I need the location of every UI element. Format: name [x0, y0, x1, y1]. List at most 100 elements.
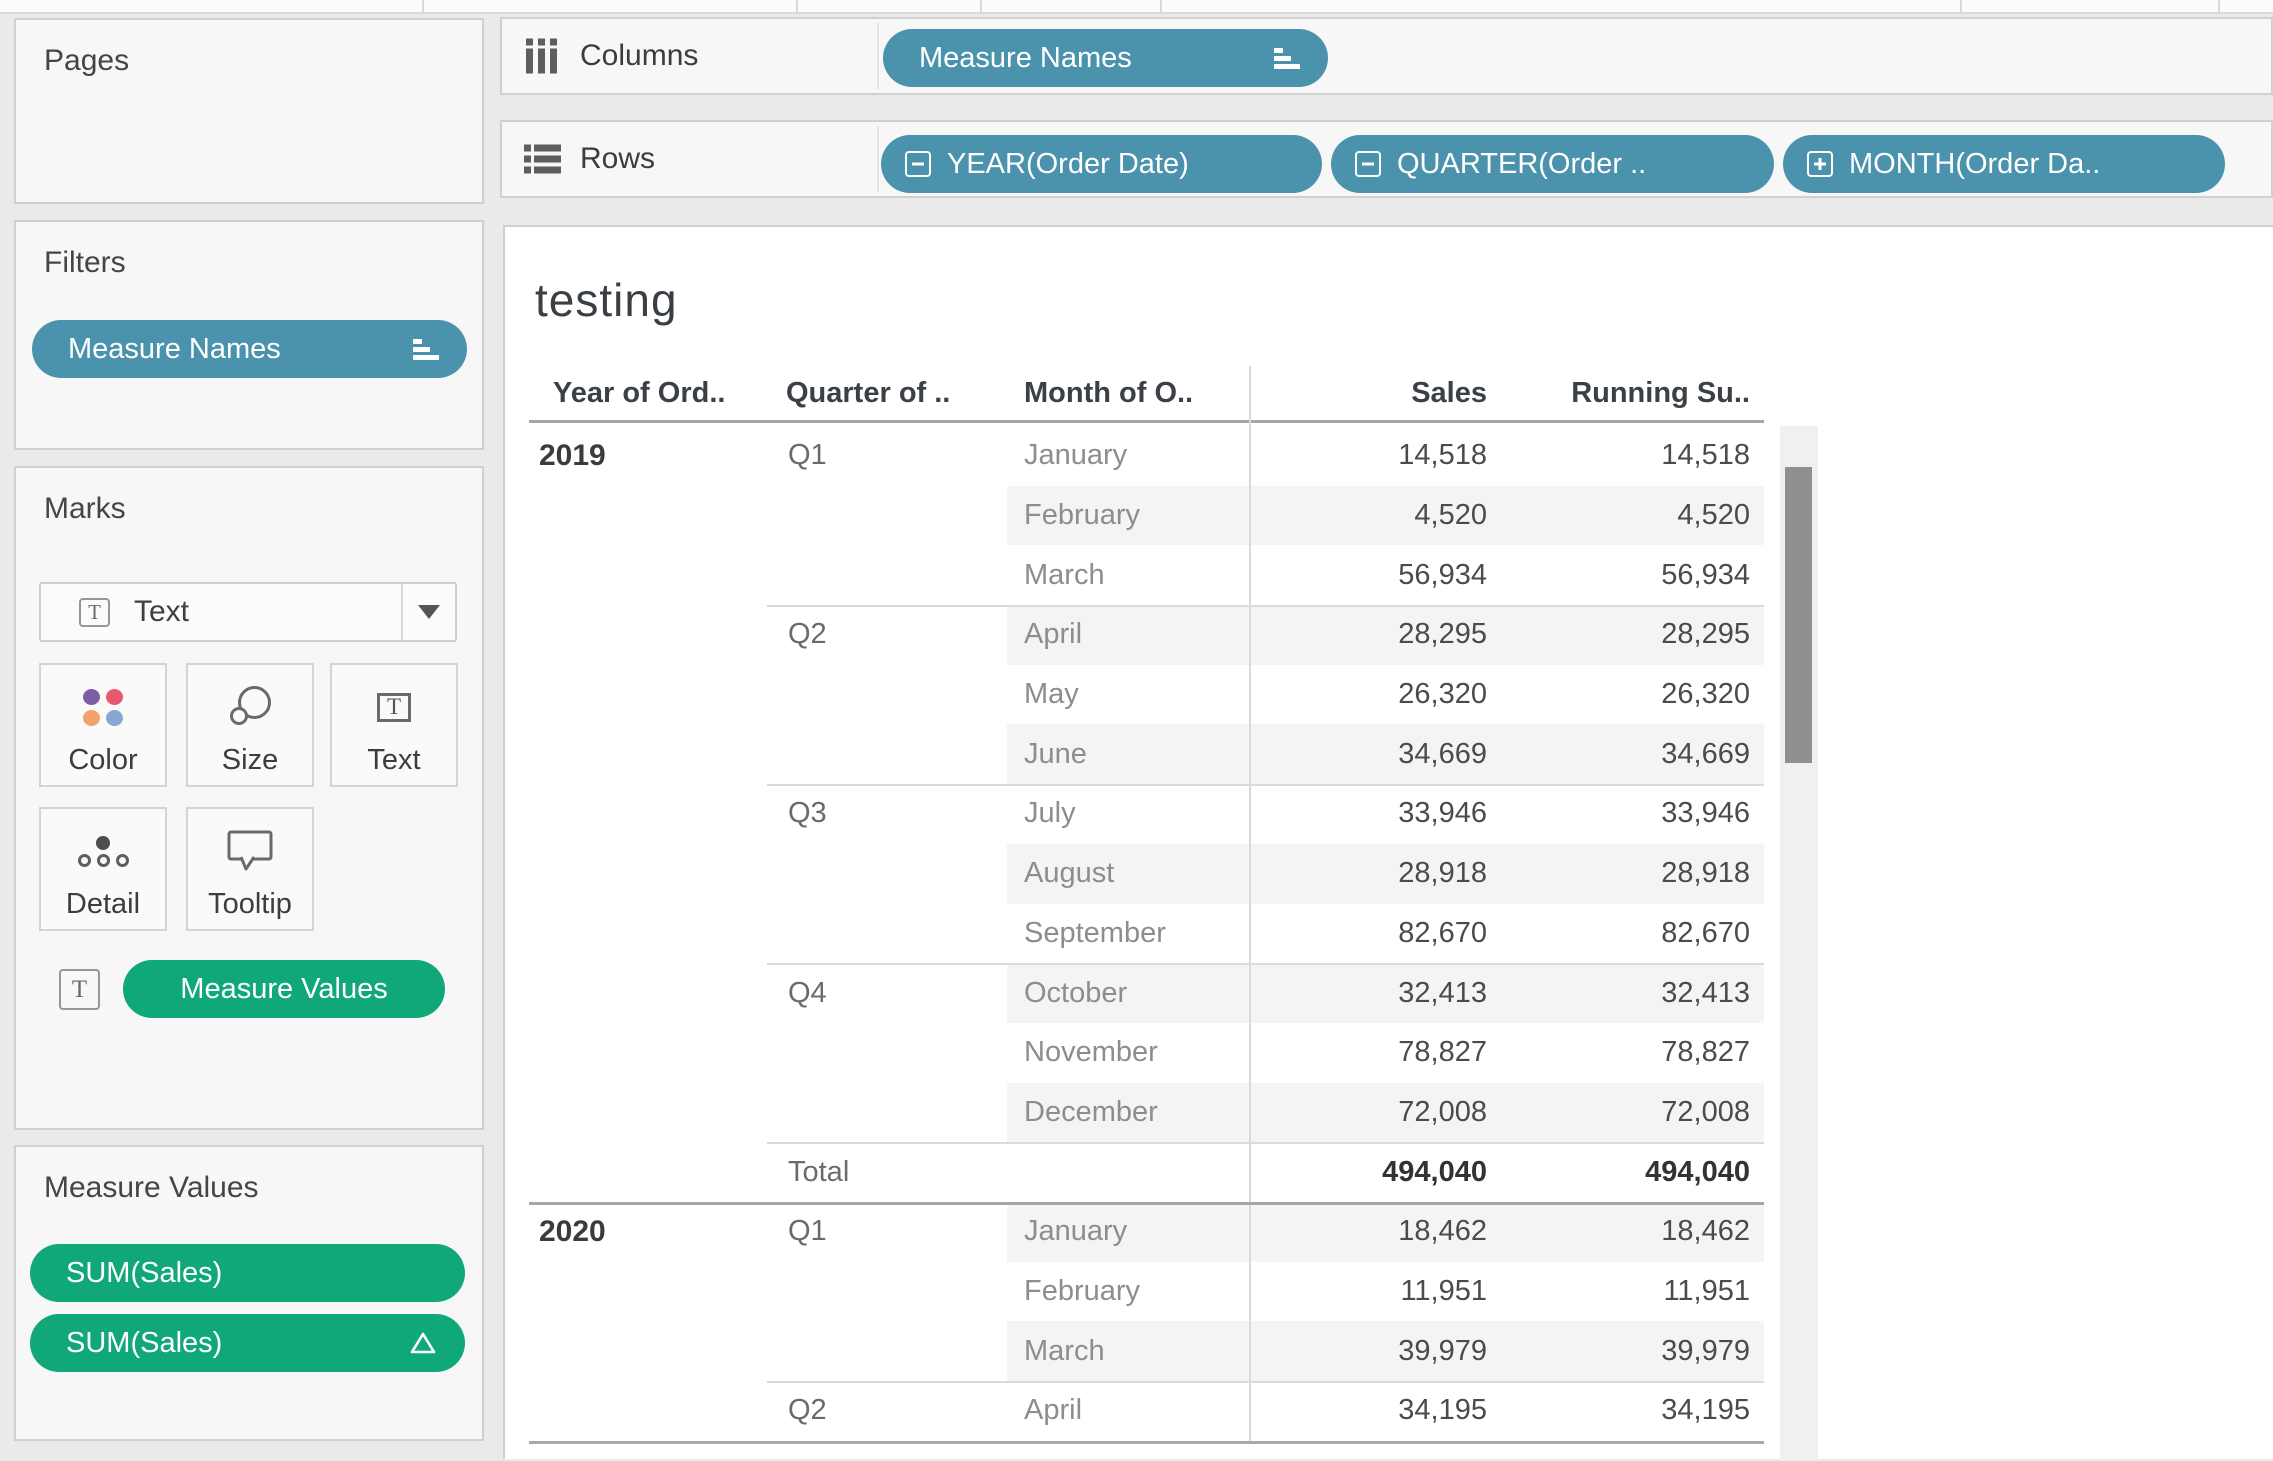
cell-running-sum[interactable]: 72,008: [1495, 1082, 1764, 1143]
cell-year[interactable]: [529, 1083, 767, 1143]
cell-quarter[interactable]: Q4: [788, 976, 827, 1009]
cell-month[interactable]: September: [1024, 916, 1166, 949]
cell-running-sum[interactable]: 11,951: [1663, 1274, 1750, 1307]
cell-running-sum[interactable]: 28,295: [1495, 605, 1764, 665]
cell-running-sum[interactable]: 33,946: [1661, 797, 1750, 830]
cell-year[interactable]: [529, 1381, 767, 1441]
cell-sales[interactable]: 82,670: [1398, 916, 1487, 949]
cell-year[interactable]: [529, 545, 767, 605]
cell-running-sum[interactable]: 56,934: [1661, 558, 1750, 591]
cell-running-sum[interactable]: 18,462: [1495, 1201, 1764, 1262]
cell-year[interactable]: [529, 724, 767, 784]
measure-pill-sum-sales[interactable]: SUM(Sales): [30, 1244, 465, 1302]
vertical-scrollbar[interactable]: [1780, 426, 1818, 1461]
cell-sales[interactable]: 34,669: [1249, 724, 1495, 785]
cell-month[interactable]: July: [1024, 797, 1076, 830]
cell-sales[interactable]: 28,295: [1249, 605, 1495, 665]
cell-running-sum[interactable]: 78,827: [1661, 1036, 1750, 1069]
detail-button[interactable]: Detail: [39, 807, 167, 931]
cell-month[interactable]: April: [1024, 1394, 1083, 1427]
cell-sales[interactable]: 39,979: [1249, 1321, 1495, 1381]
cell-month[interactable]: February: [1024, 1274, 1141, 1307]
cell-sales[interactable]: 33,946: [1398, 797, 1487, 830]
cell-month[interactable]: March: [1024, 558, 1105, 591]
columns-pill-measure-names[interactable]: Measure Names: [883, 29, 1328, 87]
column-header-sales[interactable]: Sales: [1411, 376, 1487, 409]
filter-pill-measure-names[interactable]: Measure Names: [32, 320, 467, 378]
column-header-quarter[interactable]: Quarter of ..: [786, 376, 951, 409]
cell-quarter[interactable]: [767, 844, 1007, 904]
cell-month[interactable]: [1007, 1142, 1249, 1202]
cell-quarter[interactable]: [767, 545, 1007, 605]
cell-year[interactable]: [529, 1262, 767, 1322]
cell-year[interactable]: [529, 605, 767, 665]
cell-running-sum[interactable]: 28,918: [1495, 843, 1764, 904]
cell-year[interactable]: [529, 1023, 767, 1083]
rows-pill-quarter-order-date[interactable]: QUARTER(Order ..: [1331, 135, 1774, 193]
cell-month[interactable]: October: [1007, 963, 1249, 1023]
scrollbar-thumb[interactable]: [1785, 467, 1812, 763]
cell-quarter[interactable]: [767, 1083, 1007, 1143]
cell-quarter[interactable]: Total: [788, 1155, 850, 1188]
cell-sales[interactable]: 34,195: [1398, 1394, 1487, 1427]
cell-running-sum[interactable]: 494,040: [1645, 1155, 1750, 1188]
sheet-title[interactable]: testing: [535, 274, 678, 326]
columns-shelf[interactable]: Columns Measure Names: [500, 17, 2273, 95]
cell-month[interactable]: June: [1007, 724, 1249, 785]
cell-sales[interactable]: 494,040: [1382, 1155, 1487, 1188]
cell-sales[interactable]: 28,918: [1249, 843, 1495, 904]
cell-quarter[interactable]: [767, 486, 1007, 546]
cell-quarter[interactable]: Q1: [788, 439, 827, 472]
cell-sales[interactable]: 32,413: [1249, 963, 1495, 1023]
cell-month[interactable]: November: [1024, 1036, 1158, 1069]
rows-pill-year-order-date[interactable]: YEAR(Order Date): [881, 135, 1322, 193]
cell-quarter[interactable]: [767, 1023, 1007, 1083]
pages-shelf[interactable]: Pages: [14, 18, 484, 204]
expand-plus-icon[interactable]: [1807, 151, 1833, 177]
cell-quarter[interactable]: [767, 724, 1007, 784]
cell-year[interactable]: [529, 784, 767, 844]
cell-running-sum[interactable]: 14,518: [1661, 439, 1750, 472]
cell-month[interactable]: December: [1007, 1082, 1249, 1143]
column-header-running-sum[interactable]: Running Su..: [1571, 376, 1750, 409]
rows-pill-month-order-date[interactable]: MONTH(Order Da..: [1783, 135, 2225, 193]
cell-year[interactable]: 2020: [539, 1214, 606, 1248]
rows-shelf[interactable]: Rows YEAR(Order Date) QUARTER(Order .. M…: [500, 120, 2273, 198]
cell-year[interactable]: [529, 486, 767, 546]
cell-month[interactable]: May: [1024, 678, 1079, 711]
collapse-minus-icon[interactable]: [1355, 151, 1381, 177]
cell-quarter[interactable]: Q2: [788, 618, 827, 651]
color-button[interactable]: Color: [39, 663, 167, 787]
cell-sales[interactable]: 78,827: [1398, 1036, 1487, 1069]
marks-pill-measure-values[interactable]: Measure Values: [123, 960, 445, 1018]
collapse-minus-icon[interactable]: [905, 151, 931, 177]
cell-sales[interactable]: 26,320: [1398, 678, 1487, 711]
cell-sales[interactable]: 56,934: [1398, 558, 1487, 591]
cell-sales[interactable]: 18,462: [1249, 1201, 1495, 1262]
cell-month[interactable]: August: [1007, 843, 1249, 904]
size-button[interactable]: Size: [186, 663, 314, 787]
cell-quarter[interactable]: [767, 1321, 1007, 1381]
cell-quarter[interactable]: Q1: [788, 1215, 827, 1248]
measure-pill-sum-sales-delta[interactable]: SUM(Sales): [30, 1314, 465, 1372]
cell-quarter[interactable]: [767, 1262, 1007, 1322]
text-button[interactable]: T Text: [330, 663, 458, 787]
cell-running-sum[interactable]: 26,320: [1661, 678, 1750, 711]
tooltip-button[interactable]: Tooltip: [186, 807, 314, 931]
cell-year[interactable]: [529, 963, 767, 1023]
cell-sales[interactable]: 14,518: [1398, 439, 1487, 472]
cell-month[interactable]: April: [1007, 605, 1249, 665]
cell-year[interactable]: [529, 844, 767, 904]
cell-sales[interactable]: 72,008: [1249, 1082, 1495, 1143]
column-header-month[interactable]: Month of O..: [1024, 376, 1194, 409]
cell-running-sum[interactable]: 32,413: [1495, 963, 1764, 1023]
cell-month[interactable]: January: [1007, 1201, 1249, 1262]
cell-running-sum[interactable]: 4,520: [1495, 485, 1764, 546]
cell-quarter[interactable]: Q2: [788, 1394, 827, 1427]
cell-year[interactable]: [529, 904, 767, 964]
cell-running-sum[interactable]: 82,670: [1661, 916, 1750, 949]
cell-year[interactable]: 2019: [539, 438, 606, 472]
filters-shelf[interactable]: Filters Measure Names: [14, 220, 484, 450]
cell-quarter[interactable]: Q3: [788, 797, 827, 830]
cell-month[interactable]: January: [1024, 439, 1128, 472]
